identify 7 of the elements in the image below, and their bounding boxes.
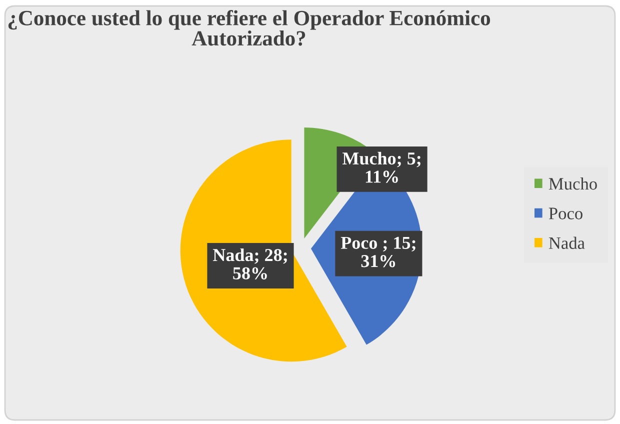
data-label: Poco ; 15; 31% [340,236,416,268]
data-label: Mucho; 5; 11% [342,152,420,183]
chart-title: ¿Conoce usted lo que refiere el Operador Económico Autorizado? [8,10,490,46]
legend-label: Poco [548,208,582,220]
legend-label: Nada [548,236,585,249]
data-label: Nada; 28; 58% [212,248,287,280]
legend-label: Mucho [548,177,597,190]
